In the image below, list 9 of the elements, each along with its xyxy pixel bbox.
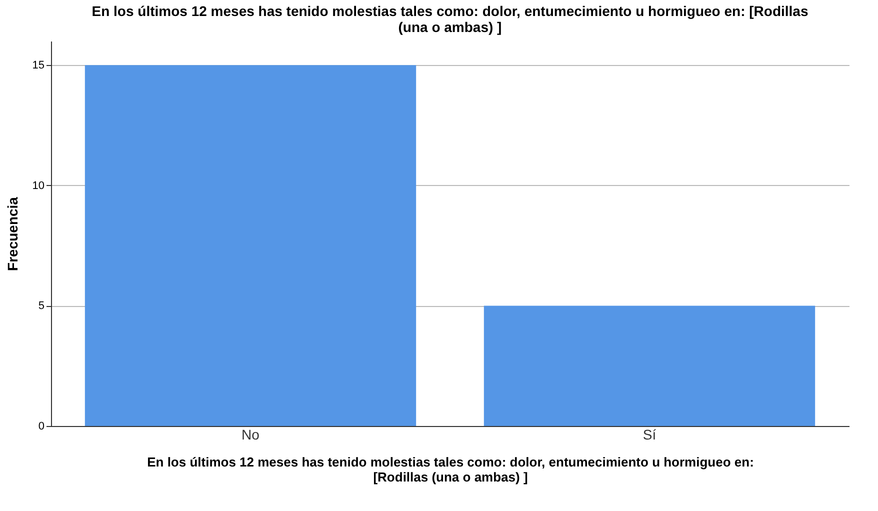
y-axis-title: Frecuencia (4, 196, 20, 271)
y-tick-label: 15 (32, 60, 44, 72)
chart-title: En los últimos 12 meses has tenido molestias tales como: dolor, entumecimiento u hormigueo en: [Rodillas (una o ambas) ] (92, 3, 808, 35)
x-tick-label: No (242, 426, 260, 442)
y-tick-label: 10 (32, 180, 44, 192)
y-tick-label: 0 (38, 420, 44, 432)
y-tick-label: 5 (38, 300, 44, 312)
x-axis-title: En los últimos 12 meses has tenido molestias tales como: dolor, entumecimiento u hormigueo en: [Rodillas (una o ambas) ] (147, 454, 754, 484)
x-tick-label: Sí (642, 426, 656, 442)
